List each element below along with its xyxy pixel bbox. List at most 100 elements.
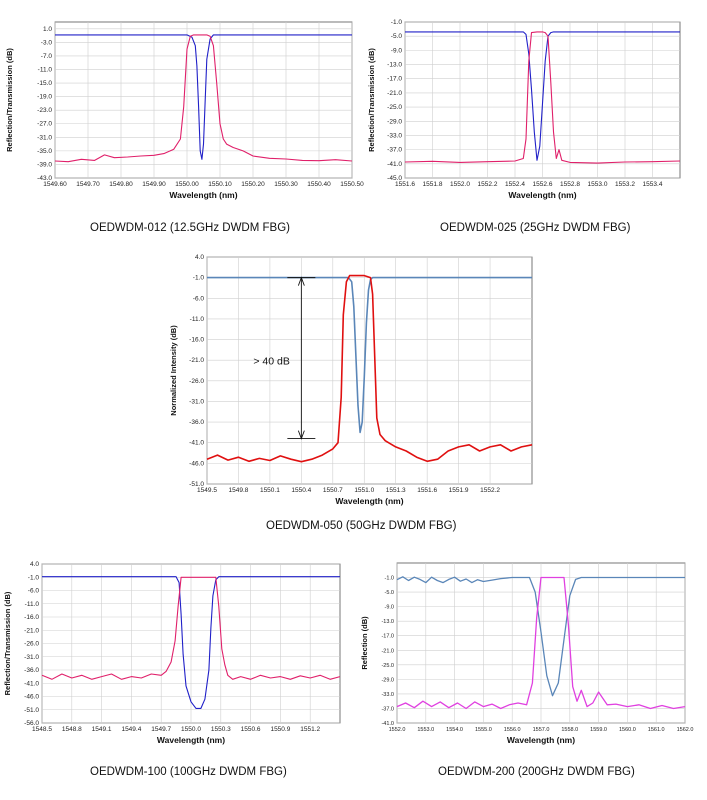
y-tick-label: -9.0 — [391, 47, 403, 54]
x-tick-label: 1557.0 — [533, 727, 550, 733]
chart-svg-oedwdm-100: 4.0 -1.0 -6.0 -11.0 -16.0 -21.0 -26.0 -31.0 -36.… — [3, 561, 341, 745]
x-tick-label: 1549.60 — [43, 181, 67, 188]
y-tick-label: -26.0 — [189, 378, 204, 385]
x-tick-label: 1551.6 — [395, 181, 415, 188]
x-tick-label: 1554.0 — [446, 727, 463, 733]
y-tick-label: -11.0 — [190, 316, 205, 323]
x-tick-label: 1549.5 — [197, 487, 217, 494]
y-tick-label: -1.0 — [193, 275, 205, 282]
y-tick-label: -36.0 — [24, 667, 39, 674]
series-line-transmission — [396, 576, 685, 697]
y-tick-label: -21.0 — [387, 90, 402, 97]
series-line-transmission — [207, 276, 532, 434]
x-tick-label: 1559.0 — [590, 727, 607, 733]
annotation-arrow-up-icon — [297, 276, 305, 286]
chart-svg-oedwdm-050: 4.0 -1.0 -6.0 -11.0 -16.0 -21.0 -26.0 -31.0 -36.… — [169, 254, 533, 506]
x-tick-label: 1552.2 — [478, 181, 498, 188]
y-tick-label: -7.0 — [41, 53, 53, 60]
x-axis-label: Wavelength (nm) — [157, 735, 225, 745]
x-tick-label: 1550.4 — [291, 487, 311, 494]
caption-oedwdm-012: OEDWDM-012 (12.5GHz DWDM FBG) — [90, 222, 290, 234]
y-tick-label: -26.0 — [24, 641, 39, 648]
y-tick-label: -41.0 — [387, 161, 402, 168]
y-tick-label: -23.0 — [37, 107, 52, 114]
x-tick-label: 1553.2 — [615, 181, 635, 188]
y-axis-label: Reflection/Transmission (dB) — [5, 48, 14, 152]
y-tick-label: -9.0 — [385, 605, 394, 611]
y-tick-label: -51.0 — [189, 481, 204, 488]
series-line-transmission — [405, 31, 680, 161]
y-tick-label: -37.0 — [387, 147, 402, 154]
y-tick-label: -51.0 — [24, 707, 39, 714]
x-tick-label: 1549.90 — [142, 181, 166, 188]
x-tick-label: 1550.0 — [181, 726, 201, 733]
y-tick-label: -36.0 — [189, 419, 204, 426]
y-tick-label: -27.0 — [37, 121, 52, 128]
x-tick-label: 1550.50 — [340, 181, 364, 188]
y-axis-label: Normalized Intensity (dB) — [169, 325, 178, 416]
plot-area — [206, 256, 533, 485]
x-axis-label: Wavelength (nm) — [335, 496, 403, 506]
chart-svg-oedwdm-200: -1.0 -5.0 -9.0 -13.0 -17.0 -21.0 -25.0 -29.0 -33… — [360, 562, 694, 745]
y-tick-label: -11.0 — [38, 66, 53, 73]
series-line-reflection — [41, 576, 341, 680]
x-tick-label: 1552.6 — [533, 181, 553, 188]
y-tick-label: 4.0 — [30, 561, 39, 568]
y-tick-label: -41.0 — [381, 721, 394, 727]
y-tick-label: -31.0 — [37, 134, 52, 141]
chart-oedwdm-200: -1.0 -5.0 -9.0 -13.0 -17.0 -21.0 -25.0 -29.0 -33… — [355, 555, 700, 755]
x-tick-label: 1549.7 — [151, 726, 171, 733]
y-tick-label: -35.0 — [37, 148, 52, 155]
y-tick-label: -13.0 — [387, 62, 402, 69]
series-line-reflection — [54, 34, 353, 163]
caption-oedwdm-100: OEDWDM-100 (100GHz DWDM FBG) — [90, 766, 287, 778]
y-tick-label: -21.0 — [189, 357, 204, 364]
y-tick-label: -46.0 — [24, 694, 39, 701]
x-tick-label: 1549.80 — [109, 181, 133, 188]
x-tick-label: 1552.0 — [389, 727, 406, 733]
caption-oedwdm-200: OEDWDM-200 (200GHz DWDM FBG) — [438, 766, 635, 778]
x-tick-label: 1550.20 — [241, 181, 265, 188]
x-axis-label: Wavelength (nm) — [169, 190, 237, 200]
y-tick-label: -13.0 — [381, 619, 394, 625]
x-tick-label: 1562.0 — [677, 727, 694, 733]
x-tick-label: 1551.2 — [300, 726, 320, 733]
x-tick-label: 1550.9 — [270, 726, 290, 733]
x-tick-label: 1549.70 — [76, 181, 100, 188]
x-tick-label: 1550.6 — [241, 726, 261, 733]
y-tick-label: -29.0 — [381, 677, 394, 683]
x-tick-label: 1552.4 — [505, 181, 525, 188]
y-tick-label: -25.0 — [387, 104, 402, 111]
series-line-reflection — [404, 31, 681, 164]
x-tick-label: 1551.8 — [423, 181, 443, 188]
y-tick-label: -5.0 — [385, 590, 394, 596]
series-line-transmission — [55, 34, 352, 160]
y-tick-label: -19.0 — [37, 94, 52, 101]
y-axis-label: Reflection (dB) — [360, 616, 369, 670]
y-tick-label: 1.0 — [43, 26, 52, 33]
x-tick-label: 1550.30 — [274, 181, 298, 188]
chart-svg-oedwdm-025: -1.0 -5.0 -9.0 -13.0 -17.0 -21.0 -25.0 -29.0 -33… — [367, 19, 681, 200]
y-tick-label: -17.0 — [381, 634, 394, 640]
x-tick-label: 1551.0 — [354, 487, 374, 494]
y-tick-label: 4.0 — [195, 254, 204, 261]
y-tick-label: -5.0 — [391, 33, 403, 40]
y-tick-label: -16.0 — [24, 614, 39, 621]
x-tick-label: 1553.0 — [417, 727, 434, 733]
x-axis-label: Wavelength (nm) — [508, 190, 576, 200]
chart-oedwdm-025: -1.0 -5.0 -9.0 -13.0 -17.0 -21.0 -25.0 -29.0 -33… — [360, 10, 700, 215]
x-tick-label: 1553.0 — [588, 181, 608, 188]
y-tick-label: -17.0 — [387, 76, 402, 83]
x-tick-label: 1548.8 — [62, 726, 82, 733]
y-tick-label: -1.0 — [28, 574, 40, 581]
chart-oedwdm-100: 4.0 -1.0 -6.0 -11.0 -16.0 -21.0 -26.0 -31.0 -36.… — [0, 555, 350, 755]
y-tick-label: -3.0 — [41, 39, 53, 46]
x-tick-label: 1550.3 — [211, 726, 231, 733]
y-tick-label: -45.0 — [387, 175, 402, 182]
plot-area — [54, 21, 353, 179]
x-tick-label: 1549.4 — [121, 726, 141, 733]
x-tick-label: 1550.1 — [260, 487, 280, 494]
y-tick-label: -1.0 — [391, 19, 403, 26]
x-axis-label: Wavelength (nm) — [507, 735, 575, 745]
x-tick-label: 1553.4 — [643, 181, 663, 188]
